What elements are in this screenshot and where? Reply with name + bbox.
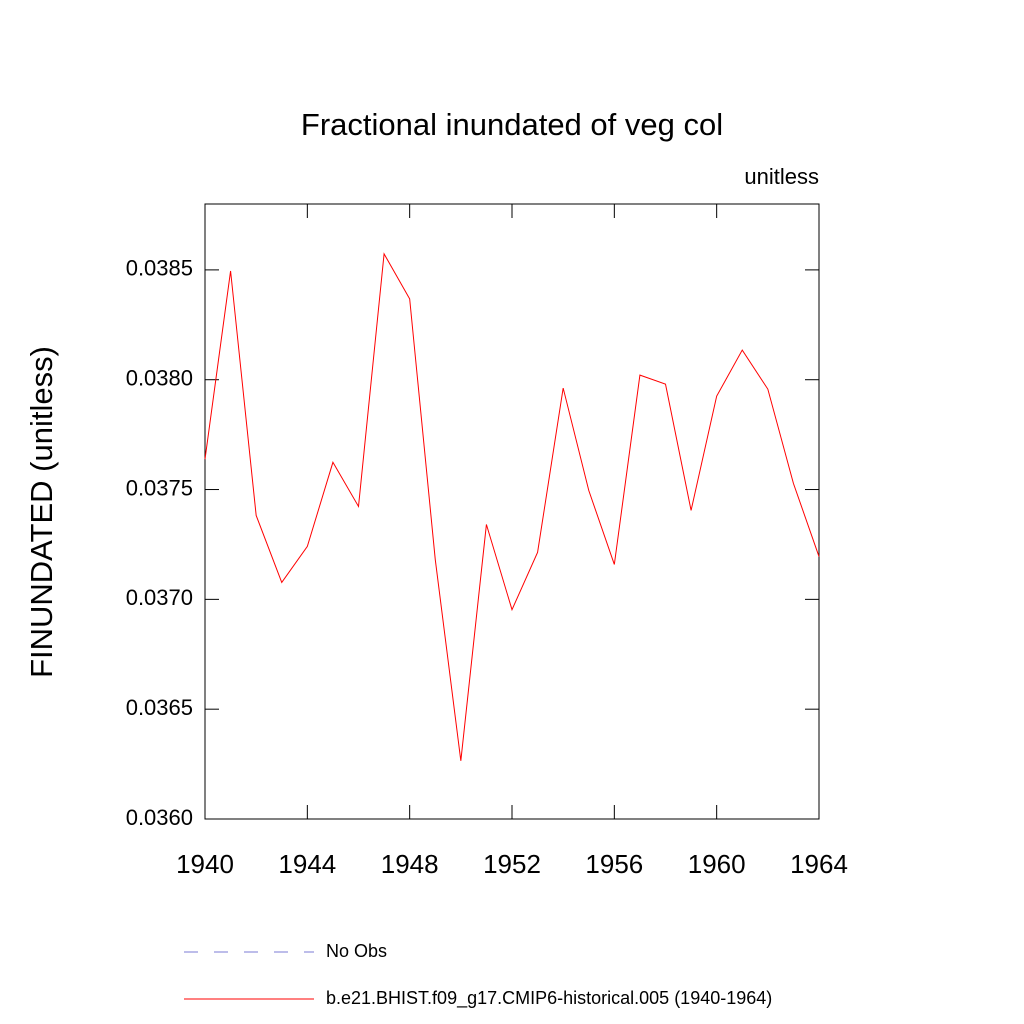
legend-label: b.e21.BHIST.f09_g17.CMIP6-historical.005… (326, 988, 772, 1009)
plot-frame (204, 203, 820, 820)
y-tick-label: 0.0380 (126, 366, 193, 391)
y-tick-label: 0.0360 (126, 805, 193, 830)
y-axis-label: FINUNDATED (unitless) (24, 346, 59, 678)
x-tick-label: 1964 (790, 849, 848, 879)
y-tick-label: 0.0365 (126, 695, 193, 720)
chart-title: Fractional inundated of veg col (301, 107, 723, 142)
x-tick-label: 1948 (381, 849, 439, 879)
series-line (204, 252, 820, 761)
x-tick-label: 1952 (483, 849, 541, 879)
x-tick-label: 1956 (585, 849, 643, 879)
y-tick-label: 0.0370 (126, 585, 193, 610)
x-tick-label: 1960 (688, 849, 746, 879)
chart-subtitle: unitless (744, 164, 819, 189)
x-tick-label: 1940 (176, 849, 234, 879)
x-tick-label: 1944 (278, 849, 336, 879)
y-tick-label: 0.0375 (126, 475, 193, 500)
legend-label: No Obs (326, 941, 387, 961)
y-tick-label: 0.0385 (126, 256, 193, 281)
